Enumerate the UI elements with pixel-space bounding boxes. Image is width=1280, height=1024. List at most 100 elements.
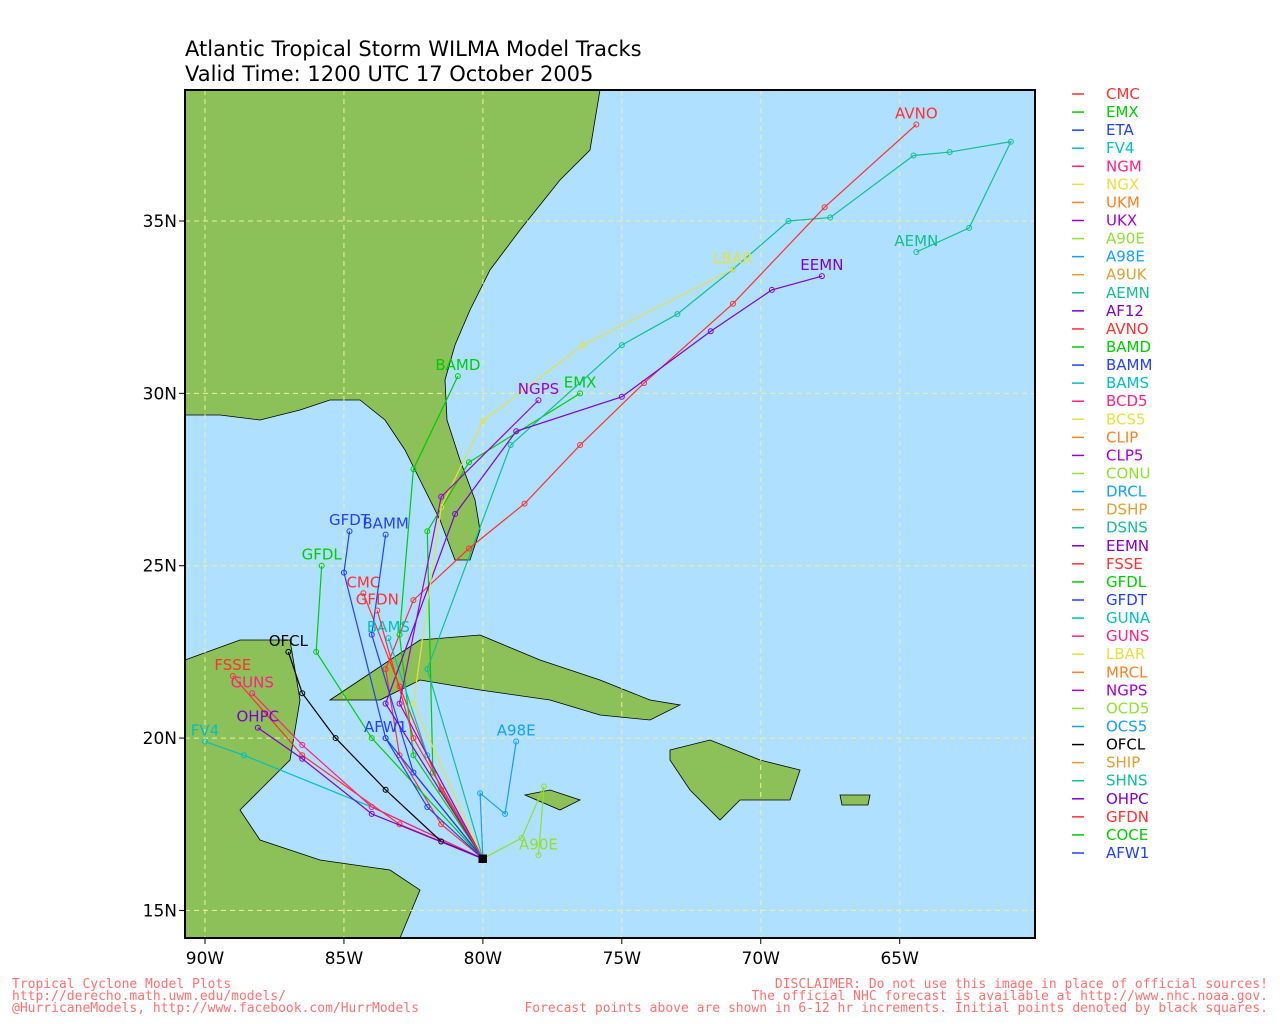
track-label: A90E	[519, 835, 558, 853]
x-tick-label: 90W	[186, 949, 225, 969]
track	[479, 741, 517, 859]
legend-label: UKX	[1106, 212, 1137, 230]
track-point	[438, 493, 445, 500]
track-point	[360, 590, 367, 597]
legend-label: A98E	[1106, 248, 1145, 266]
track-point	[382, 666, 389, 673]
track-point	[535, 852, 542, 859]
x-tick-label: 80W	[464, 949, 503, 969]
track-point	[229, 673, 236, 680]
legend-label: MRCL	[1106, 663, 1148, 681]
track-point	[318, 562, 325, 569]
legend-label: UKM	[1106, 193, 1140, 211]
track-point	[382, 735, 389, 742]
track-point	[502, 810, 509, 817]
x-tick-label: 85W	[325, 949, 364, 969]
track-label: AVNO	[895, 104, 938, 122]
track-point	[424, 804, 431, 811]
legend-label: CONU	[1106, 465, 1150, 483]
track-point	[577, 442, 584, 449]
track-point	[729, 266, 736, 273]
track-point	[541, 783, 548, 790]
track-point	[579, 342, 586, 349]
track-point	[374, 607, 381, 614]
track-point	[452, 511, 459, 517]
legend-label: COCE	[1106, 826, 1148, 844]
legend-label: FSSE	[1106, 555, 1143, 573]
track-point	[249, 690, 256, 697]
legend-label: DSHP	[1106, 501, 1147, 519]
track-point	[299, 690, 306, 697]
track	[398, 375, 484, 860]
legend-label: SHIP	[1106, 754, 1140, 772]
track-point	[618, 393, 625, 400]
track-point	[818, 273, 825, 280]
y-tick-label: 30N	[143, 384, 177, 404]
x-tick-label: 75W	[603, 949, 642, 969]
legend-label: BCS5	[1106, 410, 1146, 428]
legend-label: SHNS	[1106, 772, 1148, 790]
legend-label: GFDT	[1106, 591, 1148, 609]
legend-label: BAMM	[1106, 356, 1152, 374]
legend-label: NGPS	[1106, 681, 1147, 699]
track-point	[507, 442, 514, 449]
track-point	[240, 752, 247, 759]
track-point	[424, 666, 431, 673]
track	[482, 786, 545, 860]
track-point	[1007, 138, 1014, 145]
track-point	[385, 635, 392, 642]
track	[412, 268, 734, 859]
track-label: GFDL	[302, 546, 343, 564]
track-point	[396, 700, 403, 707]
track-point	[577, 390, 584, 397]
track	[426, 140, 1012, 859]
x-tick-label: 65W	[880, 949, 919, 969]
track-point	[821, 204, 828, 211]
frame	[184, 89, 1036, 939]
legend-label: AEMN	[1106, 284, 1150, 302]
legend-label: ETA	[1106, 121, 1134, 139]
track-point	[285, 648, 292, 655]
track-point	[827, 214, 834, 221]
track-point	[729, 300, 736, 307]
track-point	[382, 700, 389, 707]
track-label: LBAR	[713, 249, 752, 267]
track-point	[477, 790, 484, 797]
track-point	[410, 735, 417, 742]
y-tick-label: 20N	[143, 729, 177, 749]
legend-label: NGM	[1106, 157, 1142, 175]
tracks: CMCEMXFV4A90EA98EAEMNAVNOBAMDBAMMBAMSEEM…	[191, 104, 1014, 863]
legend-label: OCS5	[1106, 718, 1147, 736]
land	[184, 89, 871, 939]
track-point	[332, 735, 339, 742]
track-point	[368, 810, 375, 817]
track-point	[396, 752, 403, 759]
track-point	[674, 311, 681, 318]
track-point	[396, 631, 403, 638]
track	[315, 565, 484, 860]
track-label: OHPC	[236, 708, 279, 726]
track	[343, 531, 484, 860]
track-label: A98E	[497, 722, 536, 740]
track-point	[299, 752, 306, 759]
subtitle: Valid Time: 1200 UTC 17 October 2005	[185, 62, 593, 86]
legend-label: BCD5	[1106, 392, 1148, 410]
legend-label: OHPC	[1106, 790, 1149, 808]
track-label: BAMS	[367, 618, 410, 636]
legend-label: EMX	[1106, 103, 1139, 121]
track-point	[202, 738, 209, 745]
track	[376, 610, 484, 860]
track-point	[465, 459, 472, 466]
track-point	[299, 741, 306, 748]
legend-label: GUNS	[1106, 627, 1149, 645]
legend-label: FV4	[1106, 139, 1134, 157]
track-point	[966, 224, 973, 231]
track-label: CMC	[346, 573, 380, 591]
legend-label: BAMD	[1106, 338, 1151, 356]
track-point	[618, 342, 625, 349]
legend-label: A90E	[1106, 230, 1145, 248]
x-tick-label: 70W	[742, 949, 781, 969]
track-point	[479, 417, 486, 424]
